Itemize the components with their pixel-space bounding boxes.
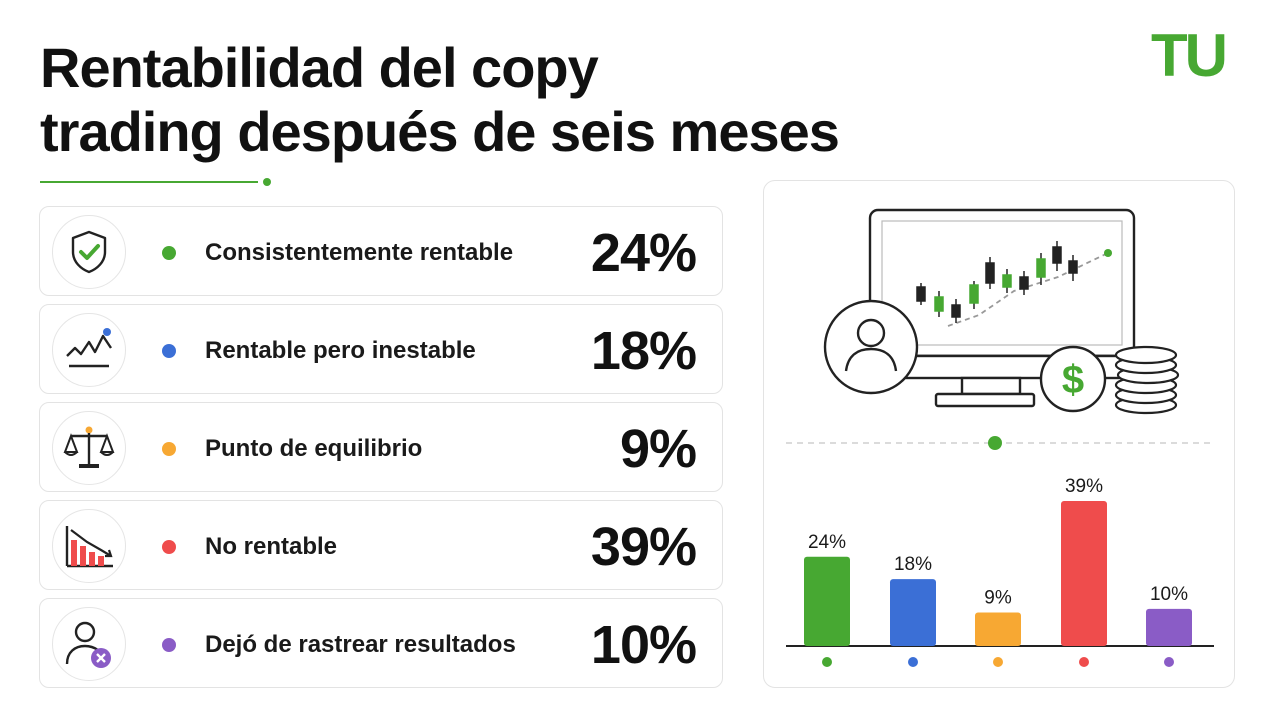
declining-bars-icon <box>52 509 126 583</box>
title-underline <box>40 181 258 183</box>
user-avatar-icon <box>823 299 919 395</box>
bar-data-label: 9% <box>984 588 1012 609</box>
category-marker-dot <box>1164 657 1174 667</box>
title-underline-dot <box>263 178 271 186</box>
row-value: 24% <box>590 223 697 283</box>
chart-panel: $ 24% 18% 9% 39% 10% <box>763 180 1235 688</box>
list-item: Rentable pero inestable 18% <box>39 304 723 394</box>
category-marker-dot <box>822 657 832 667</box>
row-value: 10% <box>590 615 697 675</box>
title-line-2: trading después de seis meses <box>40 100 840 163</box>
list-item: Dejó de rastrear resultados 10% <box>39 598 723 688</box>
volatile-line-icon <box>52 313 126 387</box>
bar-data-label: 18% <box>894 554 932 575</box>
row-label: Consistentemente rentable <box>205 239 514 266</box>
bar <box>1146 608 1192 646</box>
row-label: Punto de equilibrio <box>205 435 423 462</box>
row-label: Rentable pero inestable <box>205 337 476 364</box>
bar <box>975 612 1021 646</box>
bar-chart: 24% 18% 9% 39% 10% <box>786 436 1214 667</box>
shield-check-icon <box>52 215 126 289</box>
category-marker-dot <box>908 657 918 667</box>
row-label: No rentable <box>205 533 338 560</box>
list-item: Punto de equilibrio 9% <box>39 402 723 492</box>
title-line-1: Rentabilidad del copy <box>40 36 599 99</box>
status-dot <box>162 344 176 358</box>
balance-scale-icon <box>52 411 126 485</box>
bar-data-label: 24% <box>808 532 846 553</box>
brand-logo: TU <box>1151 26 1228 82</box>
row-value: 9% <box>619 419 697 479</box>
row-label: Dejó de rastrear resultados <box>205 631 516 658</box>
bar <box>890 579 936 646</box>
user-remove-icon <box>52 607 126 681</box>
bar-data-label: 10% <box>1150 584 1188 605</box>
logo-text: TU <box>1151 26 1225 82</box>
coin-stack-icon <box>1114 345 1180 415</box>
dollar-coin-icon: $ <box>1039 345 1107 413</box>
page-title: Rentabilidad del copy trading después de… <box>40 36 940 164</box>
bar <box>1061 501 1107 646</box>
status-dot <box>162 638 176 652</box>
category-marker-dot <box>993 657 1003 667</box>
divider-dot <box>988 436 1002 450</box>
dollar-symbol: $ <box>1062 358 1084 402</box>
list-item: Consistentemente rentable 24% <box>39 206 723 296</box>
status-dot <box>162 442 176 456</box>
list-item: No rentable 39% <box>39 500 723 590</box>
bar <box>804 556 850 646</box>
status-dot <box>162 540 176 554</box>
category-marker-dot <box>1079 657 1089 667</box>
bar-data-label: 39% <box>1065 476 1103 497</box>
row-value: 39% <box>590 517 697 577</box>
row-value: 18% <box>590 321 697 381</box>
monitor-candlestick-icon: $ <box>823 208 1180 415</box>
status-dot <box>162 246 176 260</box>
